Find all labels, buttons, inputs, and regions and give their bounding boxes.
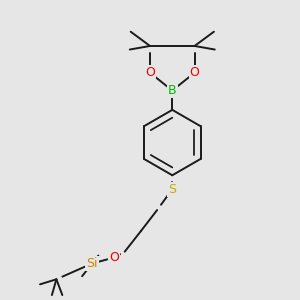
Text: Si: Si [86, 257, 98, 270]
Text: O: O [109, 251, 119, 264]
Text: O: O [145, 66, 155, 79]
Text: B: B [168, 84, 177, 97]
Text: S: S [168, 183, 176, 196]
Text: O: O [190, 66, 200, 79]
